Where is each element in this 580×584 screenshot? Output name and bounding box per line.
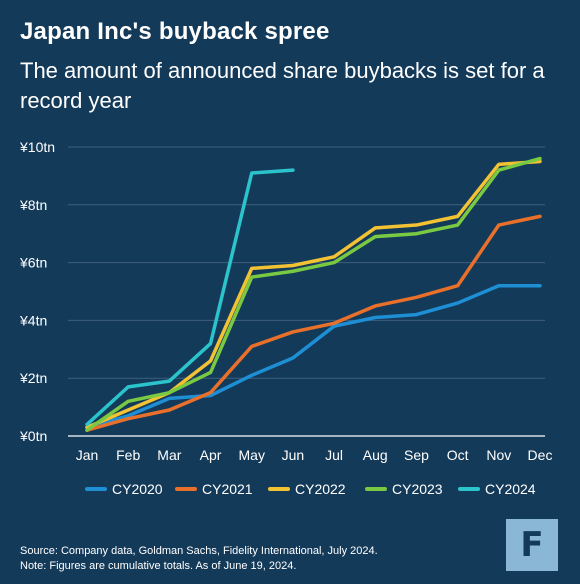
x-tick-label: Mar bbox=[157, 447, 181, 463]
y-tick-label: ¥6tn bbox=[19, 255, 47, 271]
y-tick-label: ¥0tn bbox=[19, 428, 47, 444]
y-tick-label: ¥10tn bbox=[19, 139, 55, 155]
x-tick-label: Aug bbox=[363, 447, 388, 463]
legend-label: CY2022 bbox=[295, 481, 346, 497]
series-line-cy2023 bbox=[85, 156, 542, 432]
legend-label: CY2020 bbox=[112, 481, 163, 497]
x-tick-label: Jan bbox=[76, 447, 99, 463]
y-tick-label: ¥2tn bbox=[19, 370, 47, 386]
footer: Source: Company data, Goldman Sachs, Fid… bbox=[20, 544, 378, 574]
figures-note: Note: Figures are cumulative totals. As … bbox=[20, 560, 297, 572]
x-tick-label: Jun bbox=[282, 447, 305, 463]
x-tick-label: Feb bbox=[116, 447, 140, 463]
legend-label: CY2024 bbox=[485, 481, 536, 497]
x-tick-label: Nov bbox=[486, 447, 511, 463]
x-tick-label: Oct bbox=[447, 447, 469, 463]
series-line-cy2021 bbox=[85, 214, 542, 432]
x-tick-label: Apr bbox=[200, 447, 222, 463]
series-line-cy2024 bbox=[85, 168, 295, 427]
x-tick-label: Jul bbox=[325, 447, 343, 463]
fidelity-logo-icon: F bbox=[506, 519, 558, 571]
line-chart: ¥0tn ¥2tn ¥4tn ¥6tn ¥8tn ¥10tn Jan Feb Mar Apr May… bbox=[19, 139, 553, 497]
chart-subtitle: The amount of announced share buybacks i… bbox=[20, 58, 545, 113]
source-note: Source: Company data, Goldman Sachs, Fid… bbox=[20, 545, 378, 557]
series-line-cy2022 bbox=[85, 159, 542, 430]
chart-title: Japan Inc's buyback spree bbox=[20, 18, 330, 45]
logo-glyph: F bbox=[520, 525, 544, 565]
legend-label: CY2023 bbox=[392, 481, 443, 497]
legend-label: CY2021 bbox=[202, 481, 253, 497]
x-tick-label: Dec bbox=[528, 447, 553, 463]
y-tick-label: ¥8tn bbox=[19, 197, 47, 213]
series-line-cy2020 bbox=[85, 283, 542, 430]
x-tick-label: May bbox=[239, 447, 265, 463]
y-tick-label: ¥4tn bbox=[19, 312, 47, 328]
x-tick-label: Sep bbox=[404, 447, 429, 463]
